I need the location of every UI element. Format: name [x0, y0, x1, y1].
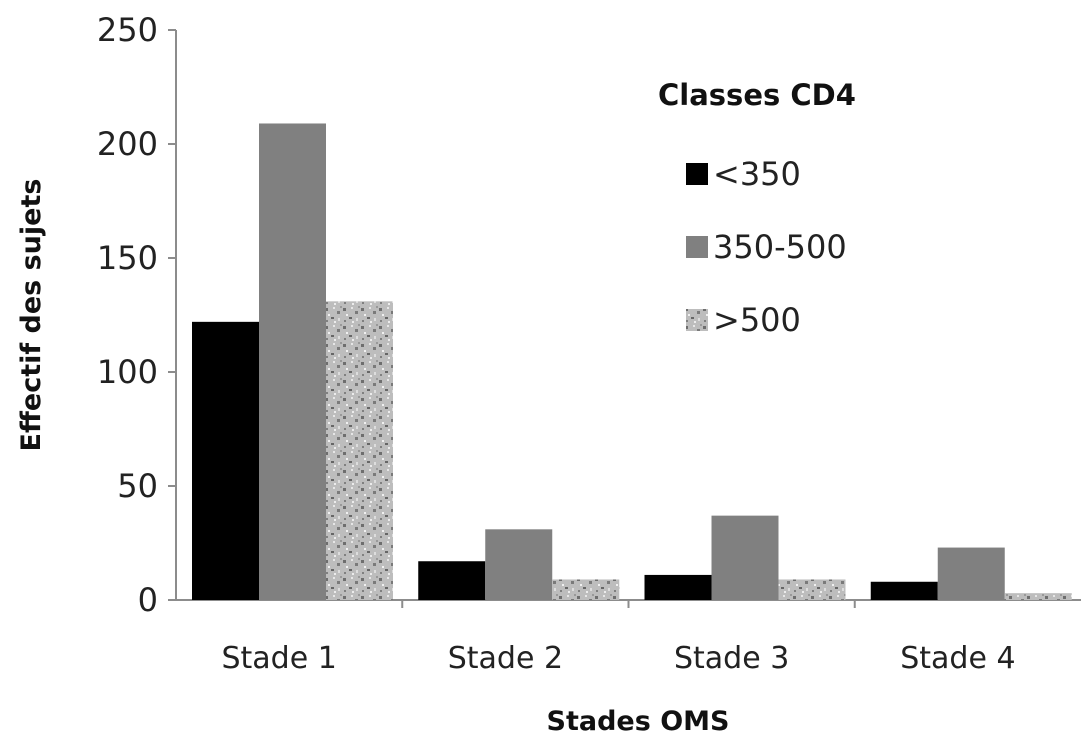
bar-series-2-category-2: [485, 529, 553, 600]
x-tick-label: Stade 1: [221, 641, 336, 676]
bar-series-3-category-4: [1004, 593, 1072, 600]
legend: Classes CD4 <350 350-500 >500: [658, 78, 856, 339]
bar-series-3-category-1: [326, 301, 393, 600]
y-tick-label: 200: [97, 125, 158, 163]
x-axis-title: Stades OMS: [547, 706, 730, 735]
x-tick-label: Stade 3: [674, 641, 789, 676]
bar-series-1-category-4: [870, 581, 938, 600]
legend-label-series-3: >500: [713, 301, 801, 339]
y-tick-label: 0: [138, 581, 158, 619]
legend-swatch-series-1: [686, 163, 708, 185]
bars: [192, 123, 1072, 600]
legend-swatch-series-2: [686, 236, 708, 258]
legend-items: <350 350-500 >500: [686, 155, 847, 339]
y-axis-title: Effectif des sujets: [16, 179, 47, 452]
bar-series-2-category-3: [711, 515, 779, 600]
bar-series-1-category-1: [192, 321, 259, 600]
y-tick-label: 250: [97, 11, 158, 49]
y-axis-ticks: 0 50 100 150 200 250: [97, 11, 176, 619]
bar-series-2-category-1: [259, 123, 326, 600]
legend-title: Classes CD4: [658, 78, 856, 112]
x-axis-ticks: Stade 1 Stade 2 Stade 3 Stade 4: [221, 600, 1016, 676]
y-tick-label: 150: [97, 239, 158, 277]
legend-label-series-1: <350: [713, 155, 801, 193]
legend-swatch-series-3: [686, 309, 708, 331]
y-tick-label: 100: [97, 353, 158, 391]
y-tick-label: 50: [117, 467, 158, 505]
x-tick-label: Stade 4: [900, 641, 1015, 676]
bar-series-1-category-2: [418, 561, 486, 600]
bar-series-3-category-2: [552, 579, 620, 600]
bar-series-3-category-3: [778, 579, 846, 600]
bar-series-1-category-3: [644, 574, 712, 600]
bar-series-2-category-4: [937, 547, 1005, 600]
legend-label-series-2: 350-500: [713, 228, 847, 266]
x-tick-label: Stade 2: [448, 641, 563, 676]
